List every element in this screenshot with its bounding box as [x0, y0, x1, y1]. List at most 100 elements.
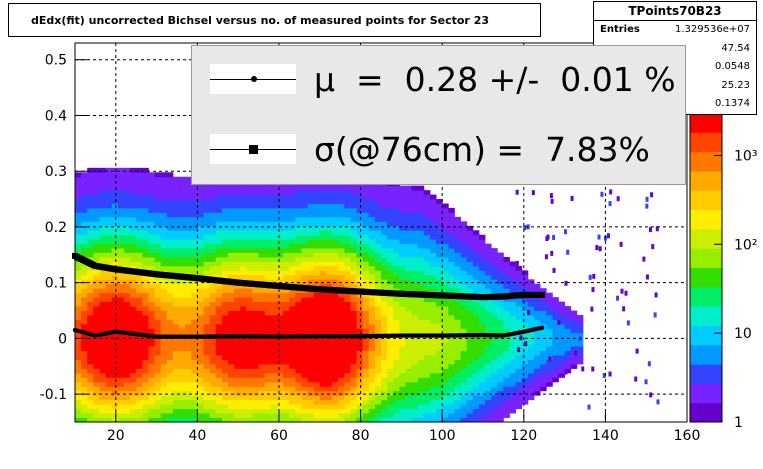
heatmap-cell [283, 372, 290, 378]
heatmap-cell [491, 323, 498, 329]
heatmap-cell [160, 364, 168, 369]
heatmap-cell [276, 314, 284, 320]
heatmap-cell [154, 341, 162, 347]
heatmap-cell [172, 328, 180, 334]
heatmap-cell [185, 319, 192, 325]
heatmap-cell [123, 190, 131, 195]
heatmap-cell [405, 364, 412, 369]
heatmap-cell [466, 288, 474, 294]
heatmap-cell [240, 243, 247, 249]
heatmap-cell [228, 270, 235, 276]
heatmap-cell [142, 212, 149, 218]
heatmap-cell [87, 288, 94, 294]
heatmap-cell [276, 248, 284, 253]
heatmap-cell [270, 364, 278, 369]
heatmap-cell [111, 203, 119, 209]
heatmap-cell [111, 292, 119, 298]
heatmap-cell [228, 248, 235, 253]
heatmap-cell [411, 413, 419, 418]
heatmap-cell [319, 216, 327, 222]
heatmap-cell [460, 368, 468, 374]
heatmap-cell [148, 194, 155, 200]
heatmap-cell [515, 260, 519, 266]
heatmap-cell [105, 359, 113, 365]
heatmap-cell [185, 230, 192, 236]
heatmap-cell [295, 368, 302, 374]
palette-cell [690, 113, 722, 133]
heatmap-cell [460, 381, 468, 387]
heatmap-cell [228, 239, 235, 245]
heatmap-cell [497, 408, 504, 414]
heatmap-cell [295, 234, 302, 240]
heatmap-cell [197, 265, 204, 271]
heatmap-cell [411, 274, 419, 280]
heatmap-cell [142, 207, 149, 213]
heatmap-cell [221, 199, 229, 204]
heatmap-cell [338, 270, 345, 276]
heatmap-cell [154, 194, 162, 200]
heatmap-cell [246, 390, 253, 396]
heatmap-cell [442, 359, 449, 365]
heatmap-cell [527, 395, 535, 401]
heatmap-cell [160, 319, 168, 325]
heatmap-cell [166, 404, 174, 410]
heatmap-cell [576, 350, 584, 356]
heatmap-cell [454, 350, 461, 356]
heatmap-cell [81, 359, 88, 365]
heatmap-cell [423, 346, 431, 352]
heatmap-cell [325, 368, 333, 374]
heatmap-cell [142, 199, 149, 204]
heatmap-cell [276, 417, 284, 423]
heatmap-cell [399, 314, 406, 320]
heatmap-cell [276, 346, 284, 352]
heatmap-cell [515, 274, 523, 280]
heatmap-cell [99, 283, 106, 289]
heatmap-cell [160, 203, 168, 209]
heatmap-cell [270, 372, 278, 378]
heatmap-cell [166, 372, 174, 378]
heatmap-cell [270, 190, 278, 195]
heatmap-cell [485, 377, 492, 383]
heatmap-cell [429, 395, 437, 401]
heatmap-cell [289, 257, 296, 262]
heatmap-cell [393, 314, 400, 320]
heatmap-cell [123, 386, 131, 392]
heatmap-cell [423, 265, 431, 271]
heatmap-cell [191, 225, 198, 231]
heatmap-cell [283, 212, 290, 218]
heatmap-cell [576, 346, 584, 352]
heatmap-cell [179, 257, 186, 262]
heatmap-cell [283, 399, 290, 405]
heatmap-cell [209, 306, 217, 311]
heatmap-cell [130, 212, 137, 218]
heatmap-cell [289, 288, 296, 294]
heatmap-cell [350, 408, 357, 414]
heatmap-cell [411, 346, 419, 352]
heatmap-cell [185, 279, 192, 285]
heatmap-cell [356, 408, 364, 414]
heatmap-cell [319, 248, 327, 253]
heatmap-cell [423, 199, 431, 204]
heatmap-cell [344, 225, 351, 231]
heatmap-cell [362, 194, 370, 200]
heatmap-cell [307, 265, 315, 271]
heatmap-cell [270, 346, 278, 352]
heatmap-cell [497, 395, 504, 401]
heatmap-cell [228, 404, 235, 410]
heatmap-cell [215, 368, 223, 374]
heatmap-cell [393, 319, 400, 325]
heatmap-cell [521, 359, 529, 365]
heatmap-cell [228, 203, 235, 209]
heatmap-cell [313, 185, 321, 191]
heatmap-cell [393, 310, 400, 316]
heatmap-cell [130, 230, 137, 236]
heatmap-cell [592, 273, 596, 279]
heatmap-cell [283, 265, 290, 271]
heatmap-cell [93, 207, 100, 213]
heatmap-cell [142, 310, 149, 316]
heatmap-cell [497, 279, 504, 285]
heatmap-cell [460, 350, 468, 356]
heatmap-cell [148, 341, 155, 347]
heatmap-cell [399, 199, 406, 204]
heatmap-cell [497, 328, 504, 334]
